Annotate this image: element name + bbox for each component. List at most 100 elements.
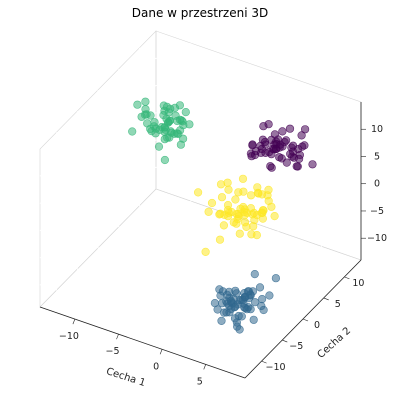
data-point-cluster-2 [204,207,213,216]
y-axis-label: Cecha 2 [316,325,354,360]
data-point-cluster-0 [292,162,301,171]
data-point-cluster-2 [232,219,241,228]
y-tick-mark [323,297,329,301]
grid-z-3 [39,85,362,204]
data-point-cluster-1 [181,107,190,117]
data-point-cluster-3 [255,283,265,292]
y-tick-label: −5 [289,341,303,352]
data-point-cluster-3 [233,322,242,331]
y-tick-mark [282,339,288,343]
data-point-cluster-1 [160,123,169,132]
data-point-cluster-3 [217,316,226,326]
data-point-cluster-0 [282,136,291,145]
grid-x-3 [205,88,323,365]
y-tick-mark [261,360,267,364]
x-tick-label: 5 [197,376,203,387]
data-point-cluster-2 [247,230,256,239]
data-point-cluster-1 [150,118,159,127]
data-point-cluster-2 [201,247,210,256]
data-point-cluster-1 [128,127,137,136]
data-point-cluster-3 [210,299,219,308]
data-point-cluster-3 [258,295,267,304]
data-point-cluster-0 [294,145,303,154]
grid-z-4 [39,57,362,177]
grid-x-2 [161,73,279,350]
data-point-cluster-2 [235,229,244,238]
data-point-cluster-3 [250,270,259,279]
y-tick-mark [302,318,309,322]
data-point-cluster-1 [141,97,150,106]
data-point-cluster-0 [278,127,287,136]
data-point-cluster-1 [175,101,184,110]
data-point-cluster-1 [160,155,169,165]
data-point-cluster-1 [159,110,168,120]
data-point-cluster-0 [267,150,276,159]
grid-y-1 [76,111,283,341]
data-point-cluster-0 [248,140,257,149]
data-point-cluster-1 [154,142,164,151]
y-tick-label: 10 [352,278,364,289]
data-point-cluster-0 [277,154,286,163]
x-tick-label: −10 [59,331,79,342]
x-tick-label: −5 [106,346,120,357]
data-point-cluster-0 [250,150,260,160]
data-point-cluster-1 [175,115,185,124]
data-point-cluster-2 [215,235,225,244]
axes [39,102,362,379]
data-point-cluster-2 [238,174,248,183]
data-point-cluster-2 [219,221,228,230]
y-tick-label: −10 [266,362,286,373]
data-point-cluster-2 [207,198,217,208]
grid-y-0 [56,132,262,362]
data-points [128,97,317,334]
grid-z-2 [39,112,362,231]
data-point-cluster-2 [264,196,273,206]
data-point-cluster-3 [271,274,281,283]
data-point-cluster-0 [297,131,306,140]
data-point-cluster-2 [234,188,243,197]
data-point-cluster-2 [253,188,262,197]
data-point-cluster-1 [142,110,151,119]
data-point-cluster-2 [217,193,227,202]
data-point-cluster-0 [259,122,268,131]
grid-y-4 [138,47,345,278]
data-point-cluster-2 [242,222,251,231]
data-point-cluster-2 [224,212,233,221]
x-axis-line [39,306,246,379]
data-point-cluster-2 [224,185,233,194]
data-point-cluster-1 [172,129,181,138]
data-point-cluster-2 [246,204,255,213]
data-point-cluster-3 [246,305,255,314]
z-tick-label: −5 [370,206,384,217]
data-point-cluster-0 [271,144,281,154]
data-point-cluster-0 [301,125,310,134]
data-point-cluster-1 [133,100,142,109]
axes-panes [39,30,362,379]
data-point-cluster-0 [300,141,309,150]
data-point-cluster-2 [231,195,240,204]
x-axis-label: Cecha 1 [105,366,147,389]
y-tick-mark [344,276,350,280]
x-tick-mark [159,349,163,355]
data-point-cluster-1 [146,124,155,133]
data-point-cluster-3 [250,298,260,307]
data-point-cluster-0 [267,163,276,172]
data-point-cluster-3 [249,315,258,324]
z-tick-label: −10 [367,233,387,244]
data-point-cluster-2 [264,185,273,194]
data-point-cluster-0 [308,160,317,169]
data-point-cluster-0 [295,154,304,163]
data-point-cluster-1 [160,135,169,144]
grid-x-0 [74,43,192,320]
data-point-cluster-1 [162,102,172,111]
data-point-cluster-1 [176,140,185,149]
data-point-cluster-3 [229,294,238,303]
data-point-cluster-3 [265,291,274,300]
data-point-cluster-1 [185,120,194,129]
data-point-cluster-3 [230,303,239,312]
y-tick-label: 5 [335,299,341,310]
x-tick-label: 0 [153,361,159,372]
data-point-cluster-3 [222,308,231,317]
